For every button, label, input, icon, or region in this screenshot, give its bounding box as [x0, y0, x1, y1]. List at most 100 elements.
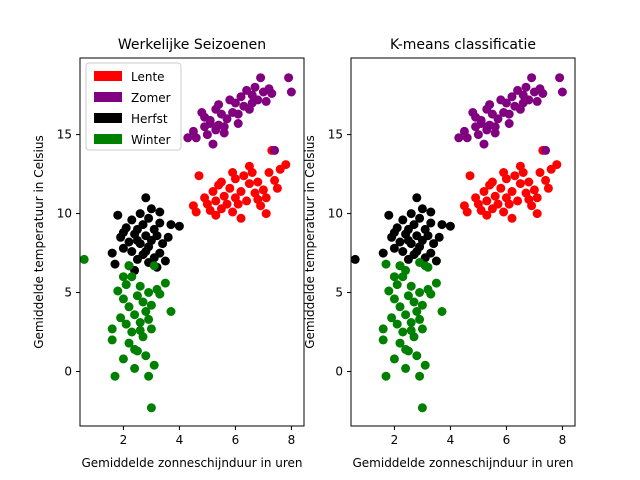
x-tick-label: 2 [391, 433, 399, 447]
legend-label: Winter [131, 133, 171, 147]
data-point [437, 220, 447, 230]
legend-label: Zomer [131, 91, 171, 105]
data-point [557, 87, 567, 97]
legend-label: Herfst [131, 112, 168, 126]
data-point [191, 207, 201, 217]
legend-swatch [94, 113, 122, 123]
data-point [426, 289, 436, 299]
data-point [389, 294, 399, 304]
data-point [166, 220, 176, 230]
data-point [417, 324, 427, 334]
y-tick-label: 15 [57, 128, 72, 142]
data-point [261, 96, 271, 106]
data-point [121, 319, 131, 329]
data-point [242, 196, 252, 206]
data-point [389, 243, 399, 253]
data-point [219, 122, 229, 132]
data-point [395, 338, 405, 348]
data-point [230, 98, 240, 108]
data-point [465, 171, 475, 181]
data-point [222, 199, 232, 209]
y-tick-label: 10 [328, 207, 343, 221]
data-point [107, 248, 117, 258]
data-point [141, 307, 151, 316]
data-point [113, 286, 123, 296]
axes-frame [79, 57, 305, 427]
data-point [270, 145, 280, 155]
data-point [406, 281, 416, 291]
data-point [501, 98, 511, 108]
data-point [146, 300, 156, 310]
data-point [121, 280, 131, 290]
chart-title: Werkelijke Seizoenen [118, 37, 266, 53]
data-point [264, 168, 274, 177]
data-point [211, 210, 221, 220]
data-point [524, 177, 534, 187]
data-point [113, 210, 123, 220]
data-point [454, 133, 464, 143]
data-point [127, 215, 137, 225]
y-tick-label: 5 [64, 286, 72, 300]
legend: Lente Zomer Herfst Winter [85, 62, 182, 151]
data-point [158, 239, 168, 249]
data-point [141, 193, 151, 203]
data-point [426, 248, 436, 258]
data-point [127, 327, 137, 337]
data-point [174, 221, 184, 231]
data-point [118, 272, 128, 282]
data-point [532, 209, 542, 219]
data-point [395, 237, 405, 247]
data-point [417, 403, 427, 413]
data-point [541, 145, 551, 155]
data-point [420, 360, 430, 370]
data-point [236, 187, 246, 196]
data-point [225, 183, 235, 193]
data-point [552, 160, 562, 170]
data-point [529, 185, 539, 195]
data-point [138, 220, 148, 230]
data-point [426, 218, 436, 228]
data-point [144, 314, 154, 324]
data-point [163, 232, 173, 242]
data-point [479, 139, 489, 149]
y-tick-label: 15 [328, 128, 343, 142]
data-point [431, 278, 441, 288]
data-point [110, 259, 120, 269]
data-point [401, 344, 411, 354]
tick-marks: 2 4 6 8 0 5 10 15 [57, 128, 296, 447]
data-point [389, 272, 399, 282]
data-point [205, 119, 215, 128]
data-point [272, 183, 282, 193]
data-point [130, 363, 140, 373]
data-point [381, 371, 391, 381]
data-point [415, 288, 425, 297]
x-tick-label: 6 [503, 433, 511, 447]
x-tick-label: 2 [120, 433, 128, 447]
data-point [482, 125, 492, 135]
data-point [141, 247, 151, 256]
data-point [487, 177, 497, 187]
data-point [149, 261, 159, 271]
data-point [79, 254, 89, 264]
data-point [493, 199, 503, 209]
data-point [490, 128, 500, 138]
legend-swatch [94, 134, 122, 144]
data-point [166, 307, 176, 316]
data-point [284, 73, 294, 83]
data-point [406, 325, 416, 335]
data-point [378, 324, 388, 334]
data-point [403, 291, 413, 301]
data-point [387, 313, 397, 323]
data-point [401, 265, 411, 275]
data-point [132, 235, 142, 245]
plot-area [350, 73, 567, 413]
data-point [155, 218, 165, 228]
data-point [496, 183, 506, 193]
data-point [211, 125, 221, 135]
data-point [504, 119, 514, 128]
data-point [389, 354, 399, 364]
data-point [507, 213, 517, 223]
data-point [384, 286, 394, 296]
data-point [401, 310, 411, 320]
data-point [130, 310, 140, 320]
